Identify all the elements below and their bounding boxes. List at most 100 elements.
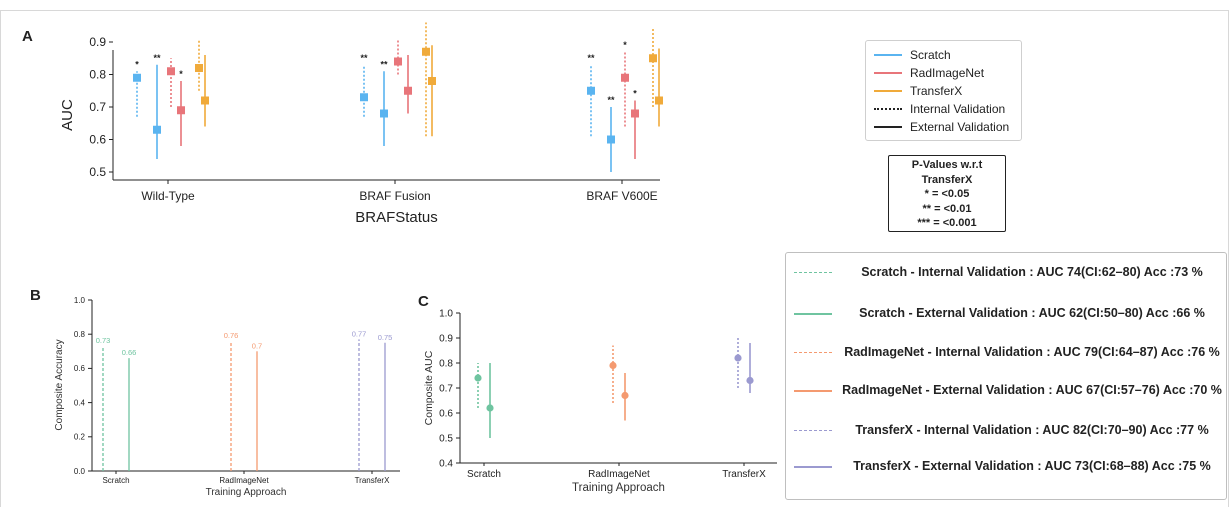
panel-b-y-tick-label: 1.0 — [74, 296, 86, 305]
panel-a-x-axis-title: BRAFStatus — [355, 209, 438, 226]
legend-swatch — [794, 313, 832, 315]
panel-a-y-tick-label: 0.8 — [89, 68, 106, 82]
legend-name: Scratch - External Validation — [859, 306, 1028, 320]
panel-c-marker — [486, 404, 494, 412]
panel-b-x-tick-label: TransferX — [355, 476, 390, 485]
panel-c-marker — [734, 354, 742, 362]
panel-a-sig-label: * — [179, 69, 183, 79]
panel-c-x-tick-label: RadImageNet — [588, 469, 650, 480]
panel-a-sig-label: ** — [153, 53, 161, 63]
panel-a-y-tick-label: 0.5 — [89, 165, 106, 179]
panel-b-data-label: 0.73 — [96, 336, 111, 345]
legend-stats: AUC 74(CI:62–80) Acc :73 % — [1036, 265, 1203, 279]
panel-c-y-tick-label: 0.7 — [439, 384, 453, 395]
panel-a-x-tick-label: Wild-Type — [141, 189, 195, 203]
panel-a-marker — [177, 106, 185, 115]
panel-a-marker — [133, 73, 141, 82]
pvalue-line: P-Values w.r.t — [911, 159, 983, 171]
panel-a-y-tick-label: 0.7 — [89, 100, 106, 114]
legend-name: Scratch - Internal Validation — [861, 265, 1026, 279]
pvalue-line: ** = <0.01 — [922, 202, 972, 215]
panel-c-x-tick-label: TransferX — [722, 469, 766, 480]
panel-a-x-tick-label: BRAF Fusion — [359, 189, 430, 203]
panel-a-marker — [422, 47, 430, 56]
panel-a-marker — [621, 73, 629, 82]
legend-label: Internal Validation — [910, 102, 1006, 116]
panel-b-x-axis-title: Training Approach — [206, 487, 287, 498]
panel-label-a: A — [22, 28, 33, 45]
panel-c-y-tick-label: 0.9 — [439, 334, 453, 345]
legend-item-radimagenet-internal: RadImageNet - Internal Validation : AUC … — [794, 345, 1222, 360]
legend-name: TransferX - External Validation — [853, 459, 1034, 473]
panel-b-x-tick-label: Scratch — [102, 476, 129, 485]
pvalue-box: P-Values w.r.t TransferX * = <0.05 ** = … — [888, 155, 1006, 232]
legend-label: RadImageNet — [910, 66, 985, 80]
panel-c-marker — [474, 374, 482, 382]
panel-b-y-tick-label: 0.6 — [74, 364, 86, 373]
legend-item-radimagenet-external: RadImageNet - External Validation : AUC … — [794, 383, 1222, 398]
legend-name: RadImageNet - Internal Validation — [844, 345, 1043, 359]
panel-a-sig-label: * — [633, 89, 637, 99]
legend-item-transferx-external: TransferX - External Validation : AUC 73… — [794, 459, 1222, 474]
panel-a-marker — [195, 64, 203, 72]
panel-a-sig-label: * — [135, 59, 139, 69]
legend-stats: AUC 79(CI:64–87) Acc :76 % — [1053, 345, 1220, 359]
legend-swatch — [794, 352, 832, 353]
legend-swatch — [874, 108, 902, 110]
panel-a-marker — [201, 96, 209, 105]
legend-item-scratch-external: Scratch - External Validation : AUC 62(C… — [794, 306, 1222, 321]
panel-c-y-tick-label: 1.0 — [439, 309, 453, 320]
panel-b-y-tick-label: 0.4 — [74, 398, 86, 407]
panel-c-marker — [746, 376, 754, 385]
panel-a-y-axis-title: AUC — [59, 99, 76, 131]
legend-swatch — [874, 72, 902, 74]
panel-a-marker — [394, 57, 402, 66]
pvalue-line: * = <0.05 — [924, 188, 970, 200]
legend-item-scratch-internal: Scratch - Internal Validation : AUC 74(C… — [794, 265, 1222, 280]
panel-b-x-tick-label: RadImageNet — [219, 476, 269, 485]
panel-b-data-label: 0.76 — [224, 331, 239, 340]
legend-panel-c: Scratch - Internal Validation : AUC 74(C… — [785, 252, 1227, 500]
legend-stats: AUC 73(CI:68–88) Acc :75 % — [1044, 459, 1211, 473]
panel-b-y-tick-label: 0.0 — [74, 467, 86, 476]
panel-a-sig-label: ** — [587, 53, 595, 63]
legend-item-internal: Internal Validation — [874, 100, 1005, 118]
legend-swatch — [874, 126, 902, 128]
panel-b-y-tick-label: 0.8 — [74, 330, 86, 339]
legend-swatch — [794, 430, 832, 431]
panel-a-y-tick-label: 0.6 — [89, 133, 106, 147]
panel-a-marker — [655, 96, 663, 105]
panel-c-marker — [609, 361, 617, 370]
panel-a-marker — [631, 109, 639, 118]
panel-a-sig-label: ** — [607, 95, 615, 105]
legend-item-transferx-internal: TransferX - Internal Validation : AUC 82… — [794, 423, 1222, 438]
panel-a-marker — [360, 93, 368, 102]
legend-stats: AUC 82(CI:70–90) Acc :77 % — [1042, 423, 1209, 437]
panel-c-marker — [621, 391, 629, 400]
legend-swatch — [794, 466, 832, 468]
panel-a-x-tick-label: BRAF V600E — [586, 189, 657, 203]
panel-c-y-axis-title: Composite AUC — [423, 350, 435, 425]
panel-b-data-label: 0.77 — [352, 329, 367, 338]
panel-a-marker — [153, 125, 161, 134]
panel-b-data-label: 0.7 — [252, 341, 262, 350]
panel-c-x-axis-title: Training Approach — [572, 482, 665, 494]
pvalue-line: *** = <0.001 — [917, 217, 977, 229]
panel-b-data-label: 0.66 — [122, 348, 137, 357]
legend-swatch — [874, 90, 902, 92]
legend-label: TransferX — [910, 84, 963, 98]
panel-c-y-tick-label: 0.6 — [439, 409, 453, 420]
panel-a-sig-label: * — [623, 40, 627, 50]
panel-c-x-tick-label: Scratch — [467, 469, 501, 480]
panel-a-sig-label: ** — [380, 59, 388, 69]
legend-item-scratch: Scratch — [874, 46, 951, 64]
panel-label-b: B — [30, 287, 41, 304]
panel-b-y-tick-label: 0.2 — [74, 433, 86, 442]
panel-label-c: C — [418, 293, 429, 310]
legend-label: External Validation — [910, 120, 1010, 134]
panel-c-y-tick-label: 0.4 — [439, 459, 453, 470]
panel-a-marker — [607, 135, 615, 144]
legend-panel-a: Scratch RadImageNet TransferX Internal V… — [865, 40, 1022, 141]
panel-c-y-tick-label: 0.8 — [439, 359, 453, 370]
